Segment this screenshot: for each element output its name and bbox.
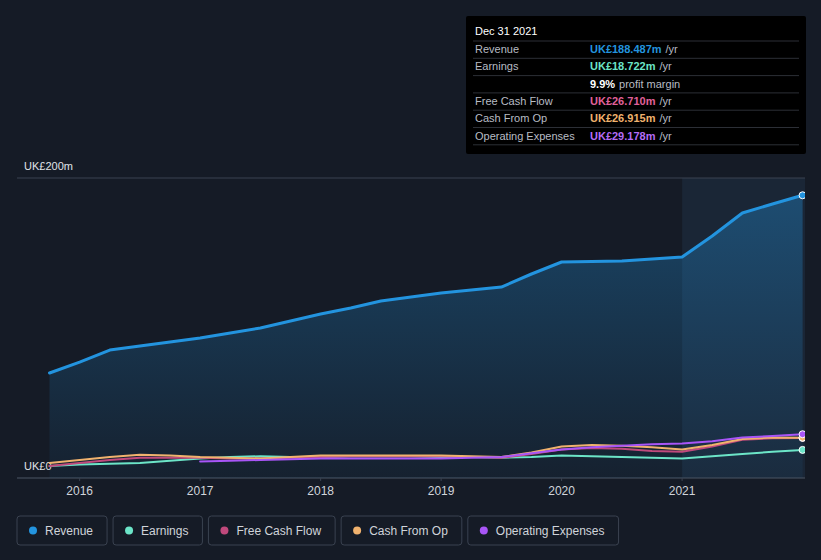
tooltip-unit: /yr — [659, 95, 672, 107]
y-tick-label: UK£200m — [24, 160, 73, 172]
tooltip-value: 9.9% — [590, 78, 615, 90]
end-point — [799, 192, 805, 199]
x-tick — [561, 478, 562, 481]
tooltip-label: Free Cash Flow — [475, 95, 553, 107]
legend-swatch — [480, 527, 488, 535]
legend-box — [468, 516, 619, 545]
legend-box — [341, 516, 462, 545]
x-tick — [200, 478, 201, 481]
legend-box — [208, 516, 335, 545]
legend-swatch — [353, 527, 361, 535]
legend-label: Operating Expenses — [496, 524, 605, 538]
legend-item: Free Cash Flow — [208, 516, 335, 545]
x-tick — [682, 478, 683, 481]
tooltip-separator — [473, 58, 799, 59]
tooltip-label: Operating Expenses — [475, 130, 575, 142]
x-tick-label: 2018 — [307, 484, 334, 498]
tooltip-unit: /yr — [659, 60, 672, 72]
tooltip-label: Earnings — [475, 60, 519, 72]
area-line — [50, 195, 803, 373]
legend-label: Cash From Op — [369, 524, 448, 538]
tooltip-separator — [473, 92, 799, 93]
legend-item: Cash From Op — [341, 516, 462, 545]
tooltip: Dec 31 2021 Revenue UK£188.487m/yr Earnings… — [466, 16, 806, 154]
end-point — [799, 446, 805, 453]
chart: UK£0 UK£200m 2016 2017 2018 2019 2020 2021 Reven… — [0, 0, 821, 560]
tooltip-title: Dec 31 2021 — [475, 25, 537, 37]
area-fill — [50, 195, 803, 478]
background — [0, 0, 821, 560]
plot-area — [50, 192, 805, 478]
end-point — [799, 431, 805, 438]
tooltip-value: UK£18.722m — [590, 60, 656, 72]
tooltip-separator — [473, 110, 799, 111]
y-tick-label: UK£0 — [24, 460, 52, 472]
legend-box — [113, 516, 202, 545]
legend-item: Operating Expenses — [468, 516, 619, 545]
legend-swatch — [220, 527, 228, 535]
legend-label: Revenue — [45, 524, 93, 538]
tooltip-separator — [473, 41, 799, 42]
legend-swatch — [29, 527, 37, 535]
x-tick-label: 2017 — [187, 484, 214, 498]
series-line — [200, 434, 802, 461]
legend-swatch — [125, 527, 133, 535]
legend-item: Earnings — [113, 516, 202, 545]
tooltip-unit: /yr — [659, 112, 672, 124]
tooltip-value: UK£188.487m — [590, 43, 662, 55]
tooltip-separator — [473, 75, 799, 76]
tooltip-unit: profit margin — [619, 78, 680, 90]
x-tick-label: 2021 — [669, 484, 696, 498]
x-tick-label: 2016 — [66, 484, 93, 498]
tooltip-value: UK£29.178m — [590, 130, 656, 142]
grid-line — [17, 178, 805, 179]
tooltip-value: UK£26.915m — [590, 112, 656, 124]
legend-label: Earnings — [141, 524, 188, 538]
x-tick — [441, 478, 442, 481]
tooltip-unit: /yr — [666, 43, 679, 55]
legend-label: Free Cash Flow — [236, 524, 321, 538]
legend-box — [17, 516, 107, 545]
tooltip-separator — [473, 127, 799, 128]
tooltip-label: Revenue — [475, 43, 519, 55]
tooltip-label: Cash From Op — [475, 112, 547, 124]
x-tick-label: 2019 — [428, 484, 455, 498]
x-tick — [320, 478, 321, 481]
tooltip-unit: /yr — [659, 130, 672, 142]
tooltip-separator — [473, 144, 799, 145]
x-tick — [79, 478, 80, 481]
tooltip-bg — [466, 16, 806, 154]
legend-item: Revenue — [17, 516, 107, 545]
x-tick-label: 2020 — [548, 484, 575, 498]
tooltip-value: UK£26.710m — [590, 95, 656, 107]
